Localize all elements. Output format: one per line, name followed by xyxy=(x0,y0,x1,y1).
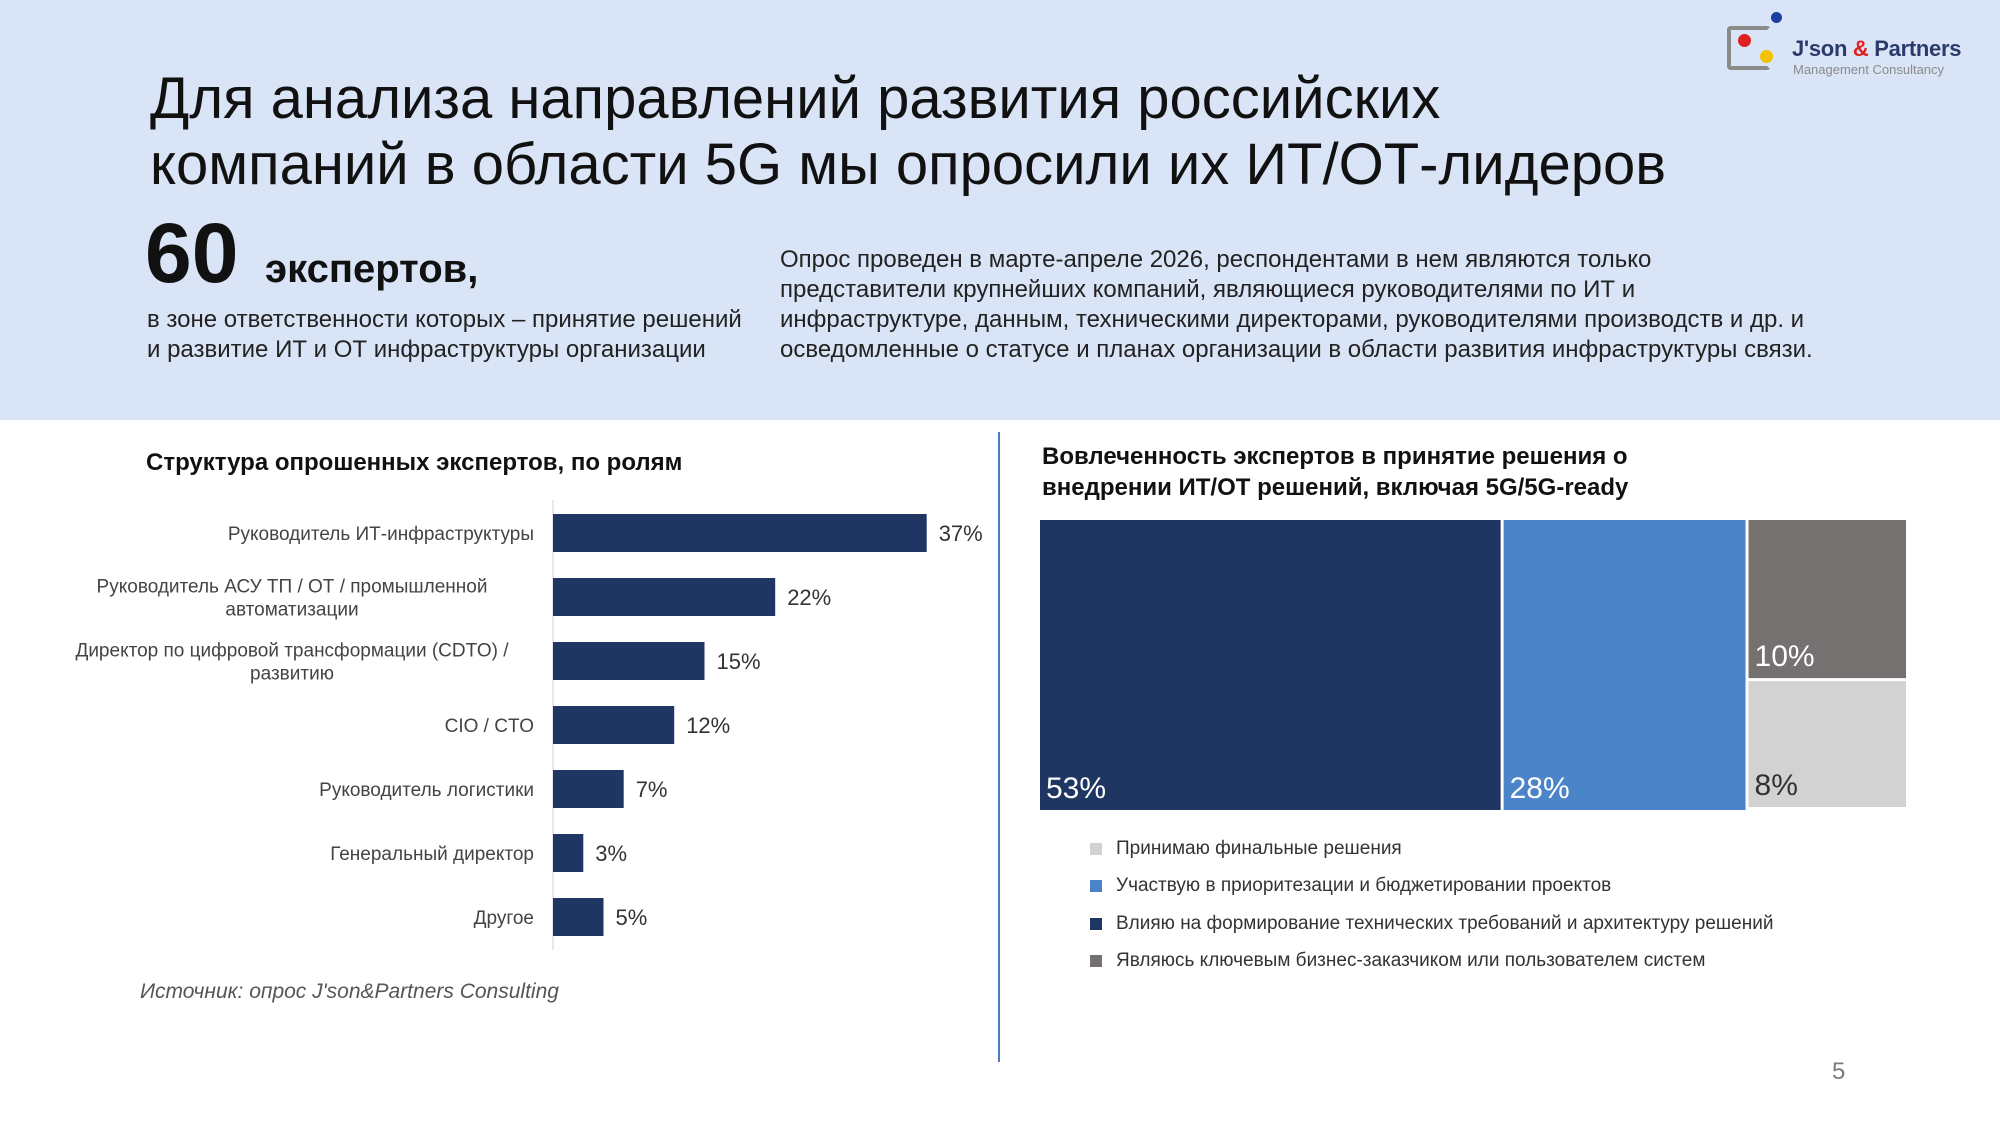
logo-red-dot-icon xyxy=(1738,34,1751,47)
legend-item-3: Являюсь ключевым бизнес-заказчиком или п… xyxy=(1090,943,1970,981)
treemap-tile-3 xyxy=(1748,520,1906,679)
bar-category-label-3-0: CIO / CTO xyxy=(445,716,534,737)
legend-text-3: Являюсь ключевым бизнес-заказчиком или п… xyxy=(1116,950,1706,972)
legend-swatch-0 xyxy=(1090,842,1102,855)
logo-frame-icon xyxy=(1727,26,1771,70)
bar-value-label-4: 7% xyxy=(636,777,668,802)
legend-swatch-1 xyxy=(1090,880,1102,893)
header-band xyxy=(0,0,2000,420)
logo-yellow-dot-icon xyxy=(1760,50,1773,63)
bar-value-label-6: 5% xyxy=(616,905,648,930)
logo-name: J'son & Partners xyxy=(1792,36,1962,61)
legend-text-0: Принимаю финальные решения xyxy=(1116,837,1402,859)
bar-category-label-5-0: Генеральный директор xyxy=(330,844,534,865)
bar-6 xyxy=(553,898,604,936)
legend-item-1: Участвую в приоритезации и бюджетировани… xyxy=(1090,868,1970,906)
bar-1 xyxy=(553,578,776,616)
page-title-line2: компаний в области 5G мы опросили их ИТ/… xyxy=(150,132,1667,197)
treemap-legend: Принимаю финальные решения Участвую в при… xyxy=(1090,830,1970,980)
experts-count: 60 xyxy=(145,206,239,300)
legend-swatch-2 xyxy=(1090,917,1102,930)
legend-item-2: Влияю на формирование технических требов… xyxy=(1090,905,1970,943)
treemap-tile-0 xyxy=(1748,681,1906,807)
treemap-label-3: 10% xyxy=(1755,640,1815,673)
bar-category-label-2-1: развитию xyxy=(250,664,334,685)
bar-4 xyxy=(553,770,624,808)
treemap-tile-1 xyxy=(1503,520,1746,810)
experts-label: экспертов, xyxy=(265,247,479,291)
treemap-label-2: 53% xyxy=(1046,772,1106,805)
roles-chart-title: Структура опрошенных экспертов, по ролям xyxy=(146,449,683,476)
legend-item-0: Принимаю финальные решения xyxy=(1090,830,1970,868)
treemap-label-0: 8% xyxy=(1755,769,1798,802)
bar-category-label-4-0: Руководитель логистики xyxy=(319,780,534,801)
bar-value-label-1: 22% xyxy=(787,585,831,610)
involvement-treemap: 53% 28% 10% 8% xyxy=(1040,520,1906,810)
treemap-tile-2 xyxy=(1040,520,1501,810)
experts-description: в зоне ответственности которых – приняти… xyxy=(147,306,742,363)
treemap-label-1: 28% xyxy=(1510,772,1570,805)
legend-text-2: Влияю на формирование технических требов… xyxy=(1116,912,1774,934)
company-logo: J'son & Partners Management Consultancy xyxy=(1725,12,1975,77)
bar-value-label-3: 12% xyxy=(686,713,730,738)
bar-5 xyxy=(553,834,584,872)
survey-note: Опрос проведен в марте-апреле 2026, респ… xyxy=(780,246,1813,363)
bar-category-label-6-0: Другое xyxy=(474,908,534,929)
bar-value-label-2: 15% xyxy=(717,649,761,674)
page-title-line1: Для анализа направлений развития российс… xyxy=(150,66,1441,131)
bar-2 xyxy=(553,642,705,680)
panel-divider xyxy=(998,432,1000,1062)
logo-subtitle: Management Consultancy xyxy=(1793,62,1945,77)
bar-category-label-1-1: автоматизации xyxy=(225,600,358,621)
bar-0 xyxy=(553,514,927,552)
source-note: Источник: опрос J'son&Partners Consultin… xyxy=(140,980,559,1003)
roles-bar-chart: 37% Руководитель ИТ-инфраструктуры 22% Руко… xyxy=(75,500,983,950)
bar-value-label-0: 37% xyxy=(939,521,983,546)
legend-swatch-3 xyxy=(1090,955,1102,968)
bar-value-label-5: 3% xyxy=(595,841,627,866)
logo-blue-dot-icon xyxy=(1771,12,1782,23)
page-title: Для анализа направлений развития российс… xyxy=(150,66,1910,198)
involvement-chart-title: Вовлеченность экспертов в принятие решен… xyxy=(1042,443,1629,501)
bar-category-label-1-0: Руководитель АСУ ТП / ОТ / промышленной xyxy=(97,577,488,598)
bar-category-label-0-0: Руководитель ИТ-инфраструктуры xyxy=(228,524,534,545)
bar-category-label-2-0: Директор по цифровой трансформации (CDTO… xyxy=(75,641,509,662)
page-number: 5 xyxy=(1832,1058,1846,1085)
legend-text-1: Участвую в приоритезации и бюджетировани… xyxy=(1116,875,1612,897)
bar-3 xyxy=(553,706,675,744)
